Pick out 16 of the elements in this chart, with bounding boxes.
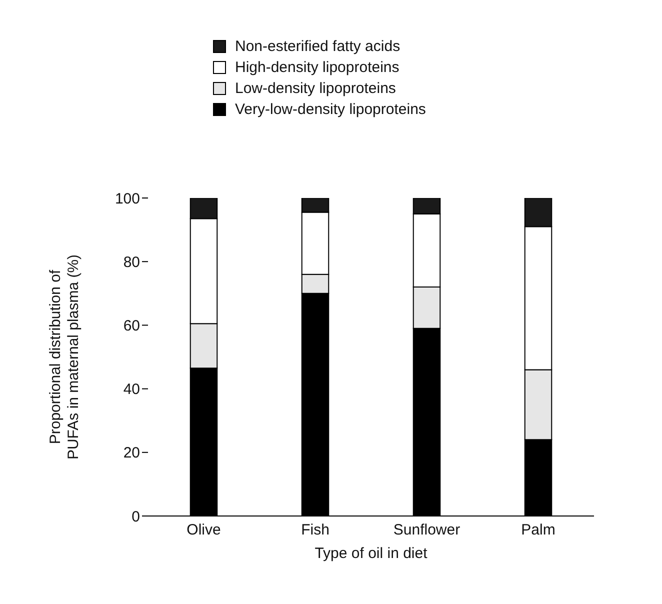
y-tick-label: 60 — [123, 318, 140, 335]
y-tick-label: 0 — [132, 508, 140, 526]
legend-label: Low-density lipoproteins — [235, 80, 396, 97]
x-tick-label: Palm — [521, 522, 556, 539]
x-axis-title: Type of oil in diet — [314, 545, 428, 562]
y-tick-label: 80 — [123, 254, 140, 271]
legend-label: Very-low-density lipoproteins — [235, 101, 426, 118]
y-axis-title: Proportional distribution of PUFAs in maternal plasma (%) — [47, 254, 82, 460]
y-tick-label: 20 — [123, 444, 140, 462]
legend-label: Non-esterified fatty acids — [235, 38, 400, 55]
legend-label: High-density lipoproteins — [235, 59, 400, 76]
y-tick-label: 40 — [123, 381, 140, 398]
x-tick-label: Olive — [186, 522, 221, 539]
x-tick-label: Sunflower — [393, 522, 460, 539]
y-tick-label: 100 — [114, 190, 140, 208]
x-tick-label: Fish — [301, 522, 330, 539]
